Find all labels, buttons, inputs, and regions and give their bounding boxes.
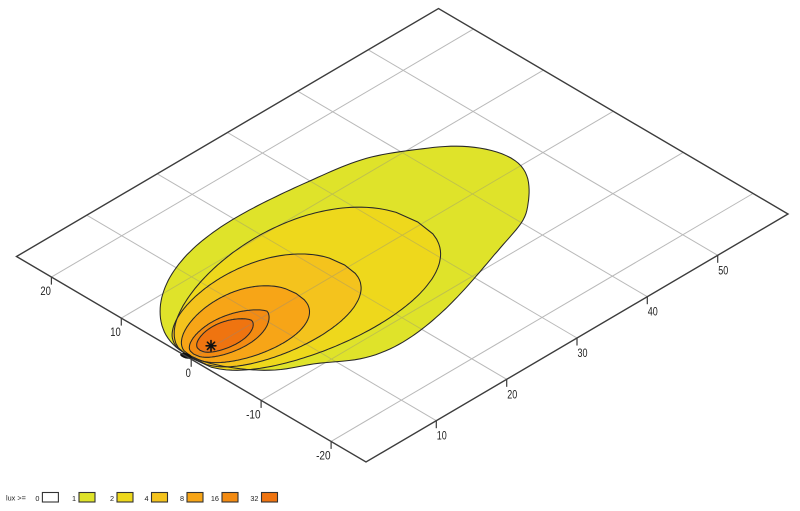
svg-text:32: 32 — [250, 494, 258, 503]
svg-text:-20: -20 — [316, 450, 331, 462]
svg-text:2: 2 — [110, 494, 114, 503]
svg-text:8: 8 — [180, 494, 184, 503]
svg-text:-10: -10 — [246, 409, 261, 421]
svg-text:10: 10 — [437, 431, 447, 443]
svg-text:20: 20 — [40, 286, 51, 298]
svg-text:20: 20 — [507, 389, 517, 401]
svg-text:0: 0 — [35, 494, 39, 503]
svg-text:0: 0 — [186, 368, 191, 380]
svg-text:30: 30 — [578, 348, 588, 360]
svg-text:50: 50 — [718, 265, 728, 277]
svg-text:40: 40 — [648, 307, 658, 319]
svg-text:lux >=: lux >= — [6, 494, 26, 503]
svg-text:10: 10 — [110, 327, 121, 339]
svg-text:1: 1 — [72, 494, 76, 503]
svg-text:16: 16 — [211, 494, 219, 503]
svg-text:4: 4 — [144, 494, 148, 503]
